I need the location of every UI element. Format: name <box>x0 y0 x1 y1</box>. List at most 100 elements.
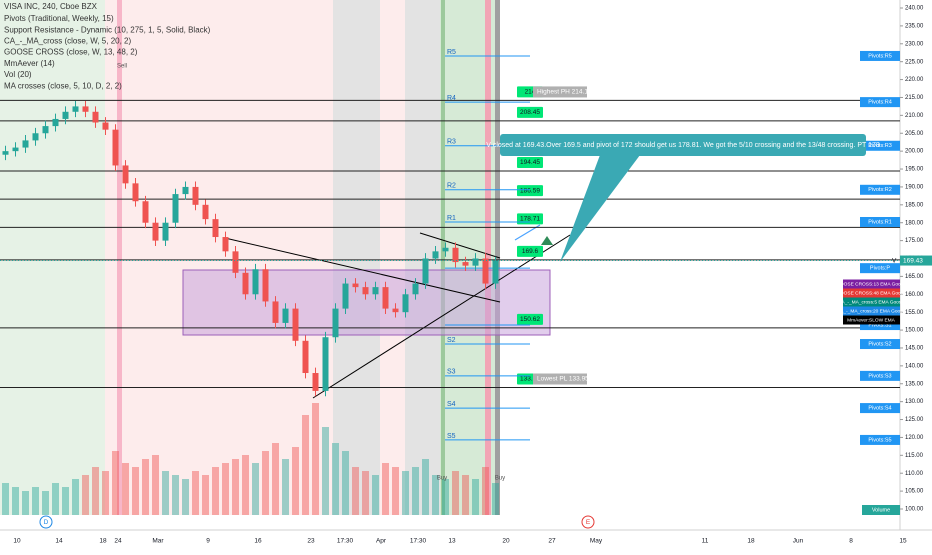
candle-body <box>442 247 449 252</box>
pivot-label: Pivots:R4 <box>868 100 892 106</box>
y-tick-label: 125.00 <box>905 417 924 423</box>
volume-bar <box>172 475 179 515</box>
volume-bar <box>302 415 309 515</box>
y-tick-label: 130.00 <box>905 399 924 405</box>
ma-label: CA_-_MA_cross:20 EMA Goose <box>837 308 906 314</box>
y-tick-label: 105.00 <box>905 489 924 495</box>
candle-body <box>32 133 39 141</box>
pivot-name: S2 <box>447 337 456 344</box>
ma-tag <box>843 288 900 298</box>
volume-bar <box>372 475 379 515</box>
candle-body <box>402 294 409 313</box>
candle-body <box>462 262 469 266</box>
level-label: Lowest PL 133.95 <box>537 376 589 383</box>
volume-bar <box>282 459 289 515</box>
candle-body <box>412 283 419 295</box>
pivot-tag <box>860 50 900 61</box>
support-label: 178.71 <box>520 216 540 223</box>
y-tick-label: 215.00 <box>905 95 924 101</box>
volume-bar <box>252 463 259 515</box>
candle-body <box>372 287 379 295</box>
x-tick-label: 18 <box>99 538 107 545</box>
y-tick-label: 145.00 <box>905 346 924 352</box>
ma-tag <box>843 306 900 316</box>
x-tick-label: 18 <box>747 538 755 545</box>
callout-pointer <box>560 155 640 262</box>
candle-body <box>202 204 209 220</box>
event-label: E <box>586 519 591 526</box>
volume-bar <box>412 467 419 515</box>
indicator-label: Support Resistance - Dynamic (10, 275, 1… <box>4 25 211 34</box>
callout-text: V closed at 169.43.Over 169.5 and pivot … <box>486 142 880 149</box>
pivot-label: Pivots:P <box>870 266 891 272</box>
y-tick-label: 200.00 <box>905 149 924 155</box>
background <box>0 0 932 531</box>
support-label: 150.62 <box>520 316 540 323</box>
pivot-name: R1 <box>447 215 456 222</box>
x-tick-label: 23 <box>307 538 315 545</box>
ma-tag <box>843 279 900 289</box>
y-tick-label: 205.00 <box>905 131 924 137</box>
pivot-tag <box>860 140 900 151</box>
pivot-label: Pivots:R3 <box>868 143 892 149</box>
volume-bar <box>12 487 19 515</box>
candle-body <box>42 126 49 134</box>
y-tick-label: 140.00 <box>905 363 924 369</box>
volume-bar <box>472 479 479 515</box>
volume-bar <box>432 475 439 515</box>
volume-bar <box>202 475 209 515</box>
volume-bar <box>122 463 129 515</box>
pivot-tag <box>860 216 900 227</box>
indicator-label: MmAever (14) <box>4 59 55 68</box>
volume-bar <box>442 479 449 515</box>
volume-bar <box>492 483 499 515</box>
volume-bar <box>382 463 389 515</box>
support-label: 194.45 <box>520 159 540 166</box>
volume-bar <box>452 471 459 515</box>
candle-body <box>122 165 129 184</box>
pivot-name: S5 <box>447 433 456 440</box>
pivot-label: Pivots:S2 <box>868 341 891 347</box>
x-tick-label: 8 <box>849 538 853 545</box>
support-label: 214 <box>525 89 536 96</box>
y-tick-label: 230.00 <box>905 41 924 47</box>
y-tick-label: 225.00 <box>905 59 924 65</box>
candle-body <box>382 287 389 309</box>
candle-body <box>82 106 89 112</box>
x-tick-label: 27 <box>548 538 556 545</box>
volume-bar <box>192 471 199 515</box>
candle-body <box>282 308 289 323</box>
support-tag <box>517 245 543 257</box>
candle-body <box>12 147 19 152</box>
pivot-tag <box>860 320 900 331</box>
y-tick-label: 185.00 <box>905 202 924 208</box>
ma-label: CA_-_MA_cross:5 EMA Goose <box>838 299 904 305</box>
y-tick-label: 220.00 <box>905 77 924 83</box>
volume-bar <box>132 467 139 515</box>
y-tick-label: 210.00 <box>905 113 924 119</box>
pivot-tag <box>860 339 900 350</box>
volume-bar <box>272 443 279 515</box>
event-marker <box>581 515 595 529</box>
candle-body <box>322 337 329 391</box>
y-tick-label: 160.00 <box>905 292 924 298</box>
candle-body <box>312 373 319 391</box>
pivot-tag <box>860 97 900 108</box>
candle-body <box>482 258 489 284</box>
signal-label: Buy <box>437 476 447 482</box>
volume-bar <box>322 427 329 515</box>
pivot-label: Pivots:S3 <box>868 373 891 379</box>
candle-body <box>172 194 179 223</box>
volume-bar <box>2 483 9 515</box>
candle-body <box>222 237 229 252</box>
volume-bar <box>352 467 359 515</box>
pivot-tag <box>860 370 900 381</box>
indicator-label: Vol (20) <box>4 70 32 79</box>
ma-tag <box>843 315 900 325</box>
candle-body <box>342 283 349 309</box>
support-label: 208.45 <box>520 109 540 116</box>
volume-bar <box>292 447 299 515</box>
candle-body <box>112 129 119 166</box>
candle-body <box>142 201 149 223</box>
candle-body <box>272 301 279 323</box>
